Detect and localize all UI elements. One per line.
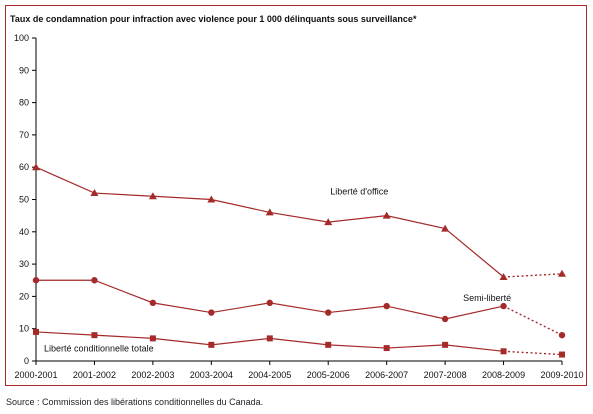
y-tick-label: 30: [19, 259, 29, 269]
series-layer: [32, 163, 566, 358]
chart-title: Taux de condamnation pour infraction ave…: [10, 14, 417, 24]
x-tick-label: 2000-2001: [14, 370, 57, 380]
y-axis: 0 10 20 30 40 50 60 70 80 90 100: [14, 33, 37, 366]
y-tick-label: 100: [14, 33, 29, 43]
series-1: [32, 277, 566, 339]
x-tick-label: 2005-2006: [307, 370, 350, 380]
data-point-circle: [149, 299, 157, 307]
data-point-triangle: [324, 218, 333, 226]
data-point-square: [149, 335, 156, 342]
data-point-triangle: [90, 189, 99, 197]
data-point-circle: [383, 302, 390, 310]
series-label: Liberté conditionnelle totale: [44, 343, 154, 353]
data-point-circle: [91, 277, 98, 284]
series-0: [32, 163, 566, 281]
series-label-layer: Liberté d'office Semi-liberté Liberté cond…: [44, 187, 511, 354]
data-point-circle: [441, 315, 449, 323]
data-point-triangle: [441, 224, 450, 232]
data-point-triangle: [207, 195, 216, 203]
x-tick-label: 2002-2003: [131, 370, 174, 380]
x-tick-label: 2004-2005: [248, 370, 291, 380]
y-tick-label: 0: [24, 356, 29, 366]
data-point-triangle: [32, 163, 40, 171]
data-point-circle: [208, 309, 215, 316]
chart-frame: Taux de condamnation pour infraction ave…: [5, 5, 587, 386]
data-point-triangle: [148, 192, 157, 200]
y-tick-label: 40: [19, 227, 29, 237]
data-point-triangle: [265, 208, 274, 216]
y-tick-label: 60: [19, 162, 29, 172]
series-line: [36, 279, 504, 320]
data-point-circle: [325, 309, 332, 316]
y-tick-label: 50: [19, 195, 29, 205]
y-tick-label: 80: [19, 98, 29, 108]
data-point-square: [500, 348, 507, 355]
x-tick-label: 2001-2002: [73, 370, 116, 380]
source-note: Source : Commission des libérations cond…: [6, 397, 264, 407]
data-point-circle: [558, 331, 566, 339]
series-projected-segment: [503, 305, 563, 336]
data-point-circle: [266, 299, 273, 307]
data-point-circle: [500, 302, 507, 310]
data-point-circle: [32, 277, 40, 284]
data-point-square: [442, 341, 449, 348]
y-tick-label: 20: [19, 291, 29, 301]
y-tick-label: 70: [19, 130, 29, 140]
data-point-square: [266, 335, 273, 342]
data-point-square: [325, 341, 332, 348]
data-point-square: [383, 345, 390, 352]
series-line: [35, 166, 504, 278]
x-tick-label: 2007-2008: [424, 370, 467, 380]
data-point-triangle: [558, 269, 566, 277]
data-point-square: [208, 341, 215, 348]
x-tick-label: 2008-2009: [482, 370, 525, 380]
series-2: [33, 328, 565, 358]
x-tick-label: 2003-2004: [190, 370, 233, 380]
data-point-square: [559, 351, 565, 358]
series-projected-segment: [503, 273, 563, 278]
x-tick-label: 2009-2010: [540, 370, 583, 380]
series-label: Semi-liberté: [463, 293, 511, 303]
data-point-triangle: [499, 273, 508, 281]
series-label: Liberté d'office: [330, 187, 388, 197]
series-projected-segment: [503, 350, 563, 356]
data-point-triangle: [382, 211, 391, 219]
line-chart: Taux de condamnation pour infraction ave…: [10, 14, 584, 380]
y-tick-label: 10: [19, 324, 29, 334]
data-point-square: [91, 332, 98, 339]
data-point-square: [33, 328, 39, 335]
x-tick-label: 2006-2007: [365, 370, 408, 380]
y-tick-label: 90: [19, 65, 29, 75]
x-axis: 2000-2001 2001-2002 2002-2003 2003-2004 2004…: [14, 360, 584, 380]
